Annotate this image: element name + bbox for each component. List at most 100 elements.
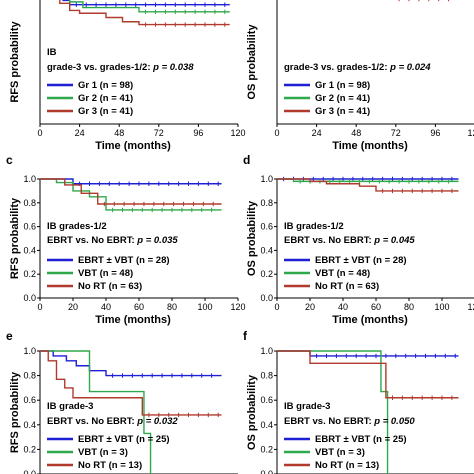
y-tick-label: 0.0	[23, 469, 36, 474]
annotation-group: IB grades-1/2	[284, 221, 344, 232]
panel-d: 0.0 0.2 0.4 0.6 0.8 1.0 0 20 40 60 80 100 120 Time (m…	[243, 153, 474, 326]
panel-ab-0: 0 24 48 72 96 120 Time (months) RFS probability…	[9, 0, 246, 152]
y-tick-label: 0.0	[260, 469, 273, 474]
y-tick-label: 1.0	[23, 346, 36, 356]
annotation-test: EBRT vs. No EBRT: p = 0.045	[284, 235, 415, 246]
x-tick-label: 24	[312, 128, 322, 138]
legend-label: VBT (n = 3)	[315, 447, 365, 458]
x-tick-label: 40	[101, 302, 111, 312]
x-tick-label: 0	[274, 128, 279, 138]
y-tick-label: 0.4	[260, 245, 273, 255]
annotation-p-value: p = 0.038	[152, 62, 194, 73]
panel-ab-1: 0 24 48 72 96 120 Time (months) OS probability g…	[246, 0, 474, 152]
legend-label: Gr 3 (n = 41)	[78, 106, 133, 117]
y-axis-label: RFS probability	[9, 197, 21, 279]
legend-label: VBT (n = 3)	[78, 447, 128, 458]
x-tick-label: 120	[467, 128, 474, 138]
series-line-1	[69, 0, 230, 13]
series-line-2	[277, 350, 459, 399]
series-line-0	[40, 350, 222, 377]
legend-label: Gr 2 (n = 41)	[78, 93, 133, 104]
y-tick-label: 0.2	[23, 269, 36, 279]
y-tick-label: 1.0	[23, 174, 36, 184]
y-tick-label: 1.0	[260, 174, 273, 184]
y-tick-label: 0.8	[260, 371, 273, 381]
annotation-test: grade-3 vs. grades-1/2: p = 0.024	[284, 62, 431, 73]
x-axis-label: Time (months)	[95, 140, 171, 152]
legend-label: No RT (n = 63)	[315, 281, 379, 292]
x-axis-label: Time (months)	[332, 140, 408, 152]
x-tick-label: 120	[230, 128, 245, 138]
annotation-comparison: grade-3 vs. grades-1/2:	[284, 62, 390, 73]
y-tick-label: 1.0	[260, 346, 273, 356]
y-tick-label: 0.2	[23, 444, 36, 454]
x-tick-label: 48	[351, 128, 361, 138]
legend-label: Gr 3 (n = 41)	[315, 106, 370, 117]
y-tick-label: 0.0	[260, 293, 273, 303]
annotation-comparison: EBRT vs. No EBRT:	[284, 416, 374, 427]
annotation-group: IB grades-1/2	[47, 221, 107, 232]
y-axis-label: OS probability	[246, 200, 258, 276]
y-tick-label: 0.4	[23, 245, 36, 255]
x-tick-label: 100	[434, 302, 449, 312]
x-tick-label: 40	[338, 302, 348, 312]
y-axis-label: OS probability	[246, 374, 258, 450]
y-tick-label: 0.6	[23, 222, 36, 232]
annotation-test: grade-3 vs. grades-1/2: p = 0.038	[47, 62, 194, 73]
y-tick-label: 0.2	[260, 444, 273, 454]
annotation-comparison: grade-3 vs. grades-1/2:	[47, 62, 153, 73]
panel-letter: c	[6, 153, 13, 167]
panel-letter: f	[243, 329, 248, 343]
series-line-1	[40, 350, 152, 474]
x-tick-label: 0	[37, 302, 42, 312]
x-tick-label: 96	[193, 128, 203, 138]
y-tick-label: 0.6	[23, 395, 36, 405]
series-line-1	[277, 350, 389, 474]
x-tick-label: 120	[467, 302, 474, 312]
y-tick-label: 0.6	[260, 395, 273, 405]
annotation-group: IB grade-3	[47, 401, 93, 412]
series-line-2	[40, 350, 222, 416]
x-tick-label: 0	[274, 302, 279, 312]
x-tick-label: 96	[430, 128, 440, 138]
y-tick-label: 0.4	[260, 420, 273, 430]
panel-letter: d	[243, 153, 250, 167]
x-tick-label: 72	[154, 128, 164, 138]
legend-label: No RT (n = 13)	[78, 460, 142, 471]
legend-label: EBRT ± VBT (n = 28)	[315, 255, 407, 266]
annotation-comparison: EBRT vs. No EBRT:	[47, 235, 137, 246]
series-line-2	[59, 0, 230, 26]
x-tick-label: 80	[167, 302, 177, 312]
annotation-test: EBRT vs. No EBRT: p = 0.035	[47, 235, 178, 246]
annotation-p-value: p = 0.045	[373, 235, 415, 246]
y-tick-label: 0.8	[23, 371, 36, 381]
y-tick-label: 0.8	[23, 198, 36, 208]
legend-label: No RT (n = 13)	[315, 460, 379, 471]
annotation-p-value: p = 0.032	[136, 416, 178, 427]
legend-label: EBRT ± VBT (n = 28)	[78, 255, 170, 266]
x-tick-label: 72	[391, 128, 401, 138]
annotation-group: IB grade-3	[284, 401, 330, 412]
annotation-p-value: p = 0.024	[389, 62, 431, 73]
legend-label: No RT (n = 63)	[78, 281, 142, 292]
x-tick-label: 80	[404, 302, 414, 312]
x-tick-label: 120	[230, 302, 245, 312]
y-tick-label: 0.2	[260, 269, 273, 279]
y-axis-label: RFS probability	[9, 371, 21, 453]
y-tick-label: 0.6	[260, 222, 273, 232]
legend-label: Gr 2 (n = 41)	[315, 93, 370, 104]
x-tick-label: 20	[68, 302, 78, 312]
legend-label: Gr 1 (n = 98)	[78, 80, 133, 91]
x-tick-label: 48	[114, 128, 124, 138]
series-line-0	[62, 0, 230, 6]
y-tick-label: 0.4	[23, 420, 36, 430]
annotation-p-value: p = 0.035	[136, 235, 178, 246]
annotation-group: IB	[47, 47, 57, 58]
legend-label: EBRT ± VBT (n = 25)	[315, 434, 407, 445]
panel-c: 0.0 0.2 0.4 0.6 0.8 1.0 0 20 40 60 80 100 120 Time (m…	[6, 153, 246, 326]
x-axis-label: Time (months)	[95, 314, 171, 326]
legend-label: Gr 1 (n = 98)	[315, 80, 370, 91]
y-axis-label: RFS probability	[9, 20, 21, 102]
legend-label: VBT (n = 48)	[78, 268, 133, 279]
panel-f: 0.0 0.2 0.4 0.6 0.8 1.0 OS probability f IB grad…	[243, 329, 474, 474]
